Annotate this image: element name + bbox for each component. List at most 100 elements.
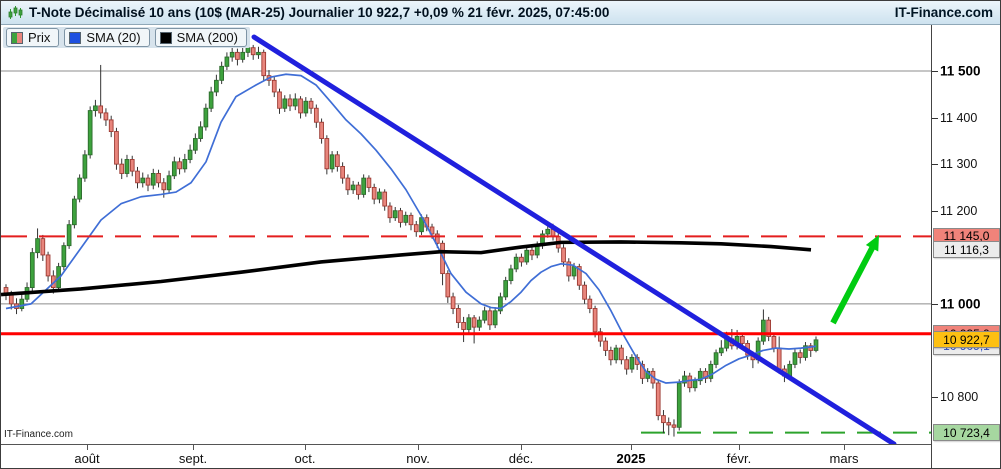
candle-down: [808, 345, 814, 351]
candle-down: [261, 51, 267, 77]
candle-down: [40, 238, 46, 256]
downtrend-line: [251, 34, 897, 447]
candle-down: [445, 273, 451, 298]
x-axis-label: févr.: [726, 451, 752, 466]
candle-up: [66, 224, 72, 247]
y-tick: [932, 210, 938, 212]
x-tick: [305, 445, 306, 450]
legend-item-sma20[interactable]: SMA (20): [64, 28, 150, 47]
candle-up: [303, 100, 309, 114]
time-axis[interactable]: août sept. oct. nov. déc. 2025 févr. mars: [1, 444, 931, 468]
candle-up: [245, 47, 251, 53]
candle-up: [171, 161, 177, 177]
sma200-swatch: [159, 31, 172, 44]
candle-up: [676, 382, 682, 428]
x-tick: [844, 445, 845, 450]
x-axis-label: oct.: [294, 451, 316, 466]
price-axis[interactable]: 11 500 11 400 11 300 11 200 11 145,0 11 116,3…: [931, 25, 1000, 468]
legend-label-prix: Prix: [28, 30, 51, 45]
candle-down: [619, 347, 624, 361]
candle-up: [140, 177, 146, 184]
candle-up: [513, 256, 519, 270]
candle-up: [392, 210, 398, 219]
candle-up: [72, 198, 77, 226]
candle-down: [335, 154, 340, 167]
candle-up: [208, 91, 214, 109]
y-tick: [932, 164, 938, 166]
candle-down: [324, 138, 330, 170]
candle-down: [129, 159, 135, 172]
candle-down: [103, 112, 109, 121]
candle-down: [161, 182, 167, 191]
candle-up: [761, 319, 766, 342]
y-tick: [932, 71, 938, 72]
candle-up: [692, 380, 698, 389]
candle-up: [629, 356, 635, 370]
candle-down: [461, 322, 466, 330]
candle-up: [192, 138, 198, 151]
candle-down: [624, 359, 629, 370]
legend-item-prix[interactable]: Prix: [6, 28, 60, 47]
candle-down: [408, 214, 414, 226]
candle-down: [592, 308, 598, 333]
candle-down: [271, 79, 277, 93]
chart-canvas[interactable]: IT-Finance.com: [1, 25, 931, 447]
candle-down: [114, 131, 119, 165]
candle-down: [45, 254, 51, 277]
candle-down: [277, 91, 282, 109]
candle-up: [82, 154, 88, 179]
candle-down: [603, 340, 608, 351]
candle-up: [187, 149, 193, 160]
candle-down: [640, 363, 645, 379]
candle-down: [119, 163, 125, 174]
legend-item-sma200[interactable]: SMA (200): [154, 28, 247, 47]
candle-down: [108, 119, 114, 132]
candle-up: [571, 266, 577, 277]
candle-up: [198, 126, 203, 139]
candle-down: [287, 98, 293, 107]
candle-up: [224, 56, 230, 67]
up-arrow-shaft: [830, 241, 878, 325]
candle-up: [718, 347, 724, 354]
legend-label-sma20: SMA (20): [86, 30, 141, 45]
candle-down: [740, 336, 745, 344]
y-axis-label: 11 200: [940, 203, 978, 218]
y-tick: [932, 303, 938, 305]
candle-down: [413, 224, 419, 233]
candle-up: [282, 98, 288, 109]
candle-up: [503, 280, 509, 298]
candle-up: [219, 65, 224, 81]
sma20-line: [5, 73, 817, 384]
candlestick-icon: [8, 5, 23, 21]
candle-down: [98, 105, 104, 114]
x-axis-label: déc.: [508, 451, 534, 466]
y-axis-label: 11 000: [940, 296, 981, 312]
candle-up: [166, 175, 172, 191]
y-axis-label: 11 300: [940, 157, 978, 172]
candle-down: [313, 107, 319, 123]
candle-up: [508, 268, 514, 282]
candle-down: [766, 319, 772, 337]
candle-up: [77, 177, 82, 200]
candle-up: [361, 177, 367, 195]
candle-down: [8, 294, 14, 305]
candle-up: [466, 317, 472, 330]
candle-up: [477, 319, 482, 328]
chart-title: T-Note Décimalisé 10 ans (10$ (MAR-25) J…: [29, 5, 610, 20]
candle-down: [250, 47, 256, 56]
candle-down: [487, 310, 493, 326]
candle-up: [124, 159, 130, 174]
candle-down: [687, 375, 693, 389]
candle-up: [498, 296, 503, 312]
candle-up: [813, 339, 819, 351]
x-tick: [631, 445, 632, 450]
candle-up: [377, 191, 382, 200]
candle-up: [182, 159, 188, 170]
x-axis-label: 2025: [616, 451, 646, 466]
y-tick: [932, 396, 938, 398]
x-tick: [87, 445, 88, 450]
candle-down: [455, 308, 461, 323]
price-label-box: 11 116,3: [933, 241, 1000, 259]
candle-down: [771, 336, 777, 349]
candle-up: [350, 184, 356, 191]
